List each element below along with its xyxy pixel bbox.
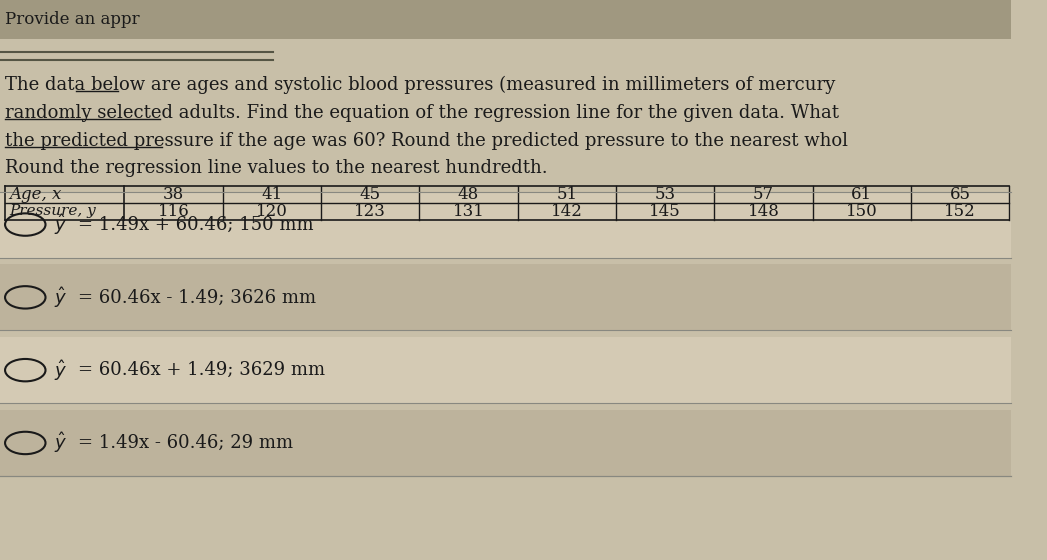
Text: 57: 57 bbox=[753, 186, 774, 203]
Bar bbox=[0, 264, 1011, 330]
Text: 123: 123 bbox=[354, 203, 386, 220]
Bar bbox=[0, 192, 1011, 258]
Text: the predicted pressure if the age was 60? Round the predicted pressure to the ne: the predicted pressure if the age was 60… bbox=[5, 132, 848, 150]
Text: = 60.46x - 1.49; 3626 mm: = 60.46x - 1.49; 3626 mm bbox=[77, 288, 316, 306]
Text: 148: 148 bbox=[748, 203, 779, 220]
Text: = 1.49x + 60.46; 150 mm: = 1.49x + 60.46; 150 mm bbox=[77, 216, 313, 234]
Text: 150: 150 bbox=[846, 203, 877, 220]
Text: 53: 53 bbox=[654, 186, 675, 203]
Text: 142: 142 bbox=[551, 203, 583, 220]
Text: 145: 145 bbox=[649, 203, 682, 220]
Text: 61: 61 bbox=[851, 186, 872, 203]
Text: 120: 120 bbox=[255, 203, 288, 220]
Text: 65: 65 bbox=[950, 186, 971, 203]
Bar bbox=[0, 0, 1011, 39]
Text: Provide an appr: Provide an appr bbox=[5, 11, 139, 28]
Text: = 1.49x - 60.46; 29 mm: = 1.49x - 60.46; 29 mm bbox=[77, 434, 293, 452]
Text: The data below are ages and systolic blood pressures (measured in millimeters of: The data below are ages and systolic blo… bbox=[5, 76, 836, 94]
Text: 131: 131 bbox=[452, 203, 485, 220]
Text: 45: 45 bbox=[360, 186, 381, 203]
Text: 41: 41 bbox=[262, 186, 283, 203]
Text: 51: 51 bbox=[556, 186, 578, 203]
Text: = 60.46x + 1.49; 3629 mm: = 60.46x + 1.49; 3629 mm bbox=[77, 361, 325, 379]
Text: Pressure, y: Pressure, y bbox=[9, 204, 96, 218]
Text: $\hat{y}$: $\hat{y}$ bbox=[53, 212, 67, 237]
Text: randomly selected adults. Find the equation of the regression line for the given: randomly selected adults. Find the equat… bbox=[5, 104, 839, 122]
Text: $\hat{y}$: $\hat{y}$ bbox=[53, 358, 67, 382]
Text: 152: 152 bbox=[944, 203, 976, 220]
Text: 38: 38 bbox=[163, 186, 184, 203]
Bar bbox=[0, 410, 1011, 476]
Text: Round the regression line values to the nearest hundredth.: Round the regression line values to the … bbox=[5, 159, 548, 177]
Text: Age, x: Age, x bbox=[9, 186, 62, 203]
Text: 116: 116 bbox=[158, 203, 190, 220]
Bar bbox=[0, 337, 1011, 403]
Text: 48: 48 bbox=[458, 186, 480, 203]
Text: $\hat{y}$: $\hat{y}$ bbox=[53, 285, 67, 310]
Text: $\hat{y}$: $\hat{y}$ bbox=[53, 431, 67, 455]
